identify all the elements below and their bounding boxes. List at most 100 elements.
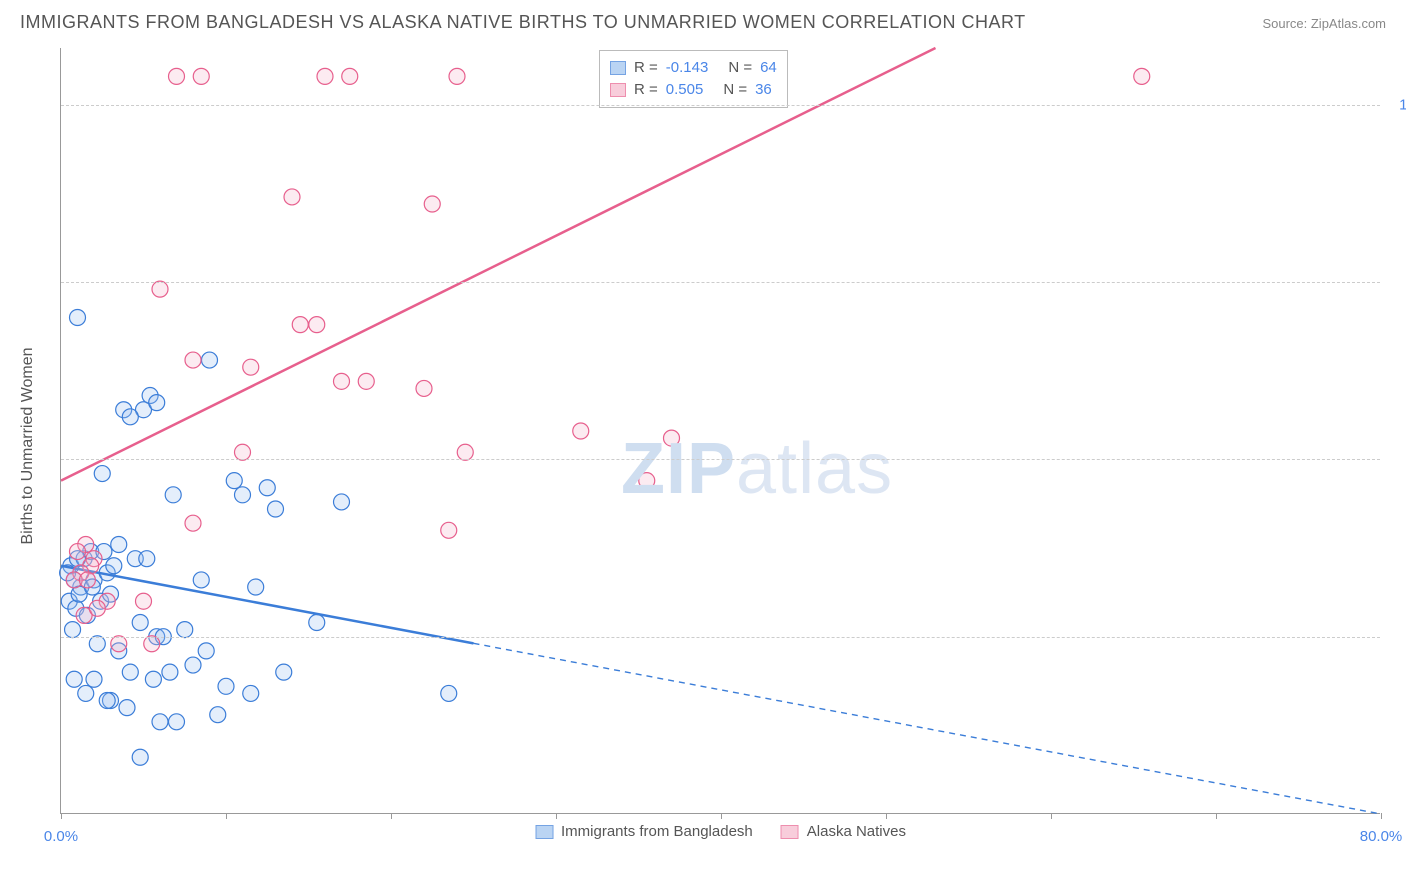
data-point	[86, 671, 102, 687]
data-point	[132, 615, 148, 631]
data-point	[111, 636, 127, 652]
data-point	[66, 671, 82, 687]
data-point	[132, 749, 148, 765]
data-point	[441, 685, 457, 701]
data-point	[334, 373, 350, 389]
data-point	[276, 664, 292, 680]
legend-row: R = -0.143N = 64	[610, 57, 777, 79]
legend-r-value: -0.143	[666, 57, 709, 79]
data-point	[243, 685, 259, 701]
data-point	[122, 664, 138, 680]
data-point	[218, 678, 234, 694]
correlation-legend: R = -0.143N = 64R = 0.505N = 36	[599, 50, 788, 108]
data-point	[169, 714, 185, 730]
gridline	[61, 459, 1380, 460]
data-point	[152, 714, 168, 730]
data-point	[122, 409, 138, 425]
legend-series-label: Immigrants from Bangladesh	[561, 821, 753, 843]
data-point	[441, 522, 457, 538]
plot-svg	[61, 48, 1380, 813]
data-point	[202, 352, 218, 368]
data-point	[193, 572, 209, 588]
source-label: Source: ZipAtlas.com	[1262, 16, 1386, 31]
data-point	[89, 600, 105, 616]
data-point	[342, 68, 358, 84]
data-point	[162, 664, 178, 680]
data-point	[111, 536, 127, 552]
data-point	[99, 693, 115, 709]
data-point	[243, 359, 259, 375]
data-point	[149, 395, 165, 411]
data-point	[235, 487, 251, 503]
data-point	[70, 310, 86, 326]
chart-title: IMMIGRANTS FROM BANGLADESH VS ALASKA NAT…	[20, 12, 1026, 33]
legend-r-label: R =	[634, 57, 658, 79]
y-tick-label: 50.0%	[1390, 451, 1406, 468]
data-point	[248, 579, 264, 595]
data-point	[193, 68, 209, 84]
data-point	[664, 430, 680, 446]
legend-item: Alaska Natives	[781, 821, 906, 843]
data-point	[79, 572, 95, 588]
legend-r-label: R =	[634, 79, 658, 101]
data-point	[198, 643, 214, 659]
data-point	[1134, 68, 1150, 84]
data-point	[210, 707, 226, 723]
data-point	[358, 373, 374, 389]
x-tick	[886, 813, 887, 819]
data-point	[94, 466, 110, 482]
data-point	[139, 551, 155, 567]
y-tick-label: 75.0%	[1390, 274, 1406, 291]
data-point	[226, 473, 242, 489]
data-point	[169, 68, 185, 84]
scatter-plot: ZIPatlas R = -0.143N = 64R = 0.505N = 36…	[60, 48, 1380, 814]
data-point	[65, 622, 81, 638]
legend-series-label: Alaska Natives	[807, 821, 906, 843]
data-point	[573, 423, 589, 439]
legend-swatch	[535, 825, 553, 839]
trend-line	[61, 48, 936, 481]
data-point	[185, 657, 201, 673]
data-point	[185, 515, 201, 531]
data-point	[639, 473, 655, 489]
data-point	[268, 501, 284, 517]
title-bar: IMMIGRANTS FROM BANGLADESH VS ALASKA NAT…	[20, 12, 1386, 33]
data-point	[145, 671, 161, 687]
trend-line-extrapolated	[474, 643, 1382, 814]
x-tick	[1051, 813, 1052, 819]
data-point	[259, 480, 275, 496]
x-tick-label: 80.0%	[1360, 828, 1403, 845]
series-legend: Immigrants from Bangladesh Alaska Natives	[535, 821, 906, 843]
gridline	[61, 282, 1380, 283]
data-point	[177, 622, 193, 638]
data-point	[70, 544, 86, 560]
x-tick	[391, 813, 392, 819]
legend-swatch	[610, 83, 626, 97]
legend-swatch	[610, 61, 626, 75]
legend-item: Immigrants from Bangladesh	[535, 821, 753, 843]
data-point	[144, 636, 160, 652]
data-point	[317, 68, 333, 84]
legend-n-label: N =	[728, 57, 752, 79]
x-tick	[721, 813, 722, 819]
x-tick-label: 0.0%	[44, 828, 78, 845]
data-point	[89, 636, 105, 652]
x-tick	[556, 813, 557, 819]
data-point	[119, 700, 135, 716]
y-tick-label: 25.0%	[1390, 628, 1406, 645]
data-point	[284, 189, 300, 205]
data-point	[235, 444, 251, 460]
data-point	[165, 487, 181, 503]
legend-r-value: 0.505	[666, 79, 704, 101]
data-point	[309, 615, 325, 631]
gridline	[61, 105, 1380, 106]
x-tick	[61, 813, 62, 819]
legend-n-value: 36	[755, 79, 772, 101]
legend-n-label: N =	[723, 79, 747, 101]
data-point	[457, 444, 473, 460]
gridline	[61, 637, 1380, 638]
data-point	[309, 317, 325, 333]
y-tick-label: 100.0%	[1390, 96, 1406, 113]
trend-line	[61, 566, 474, 644]
data-point	[78, 685, 94, 701]
